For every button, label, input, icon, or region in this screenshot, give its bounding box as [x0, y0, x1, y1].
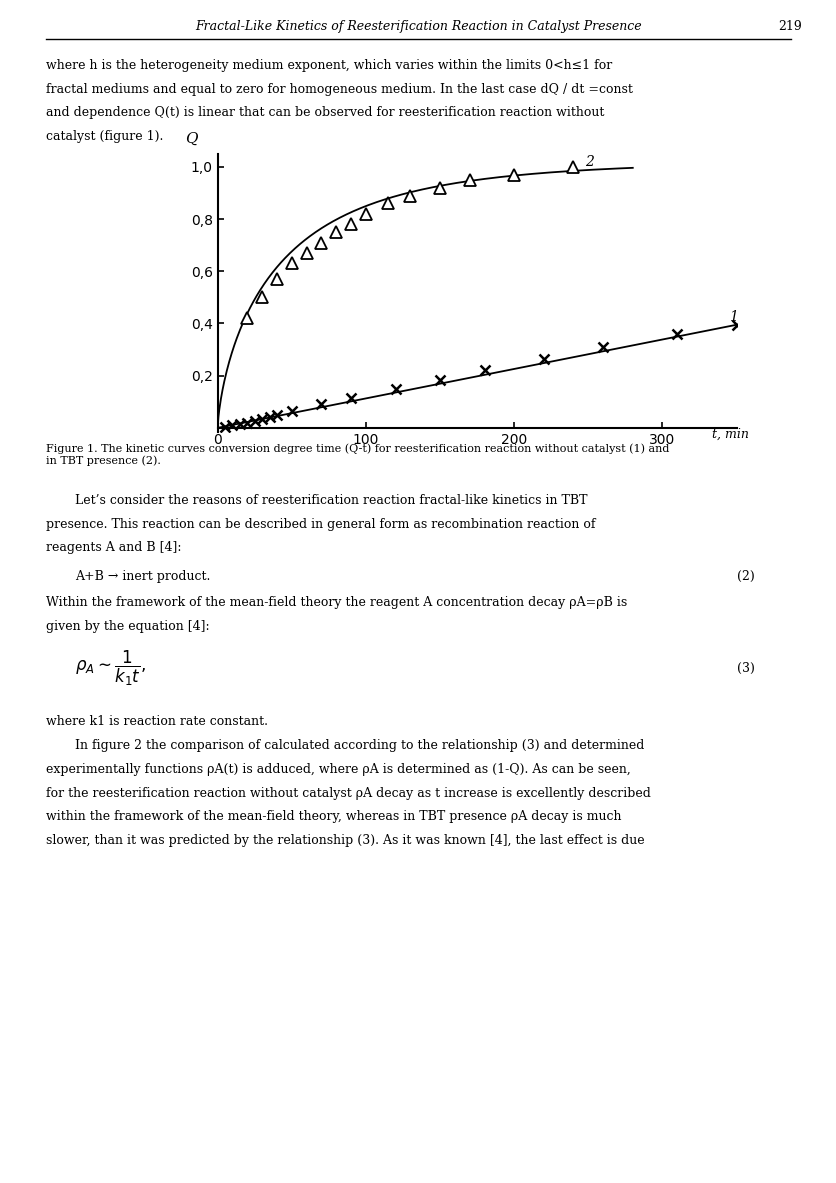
Text: for the reesterification reaction without catalyst ρA decay as t increase is exc: for the reesterification reaction withou…: [46, 787, 650, 800]
Text: presence. This reaction can be described in general form as recombination reacti: presence. This reaction can be described…: [46, 518, 595, 531]
Text: reagents A and B [4]:: reagents A and B [4]:: [46, 541, 181, 554]
Text: 219: 219: [777, 20, 801, 33]
Text: A+B → inert product.: A+B → inert product.: [75, 570, 211, 583]
Text: Figure 1. The kinetic curves conversion degree time (Q-t) for reesterification r: Figure 1. The kinetic curves conversion …: [46, 444, 669, 466]
Text: and dependence Q(t) is linear that can be observed for reesterification reaction: and dependence Q(t) is linear that can b…: [46, 106, 604, 119]
Text: Q: Q: [185, 132, 197, 146]
Text: 2: 2: [584, 155, 594, 169]
Text: $\rho_A \sim \dfrac{1}{k_1 t},$: $\rho_A \sim \dfrac{1}{k_1 t},$: [75, 648, 146, 689]
Text: where h is the heterogeneity medium exponent, which varies within the limits 0<h: where h is the heterogeneity medium expo…: [46, 59, 612, 72]
Text: slower, than it was predicted by the relationship (3). As it was known [4], the : slower, than it was predicted by the rel…: [46, 834, 644, 847]
Text: (2): (2): [736, 570, 753, 583]
Text: In figure 2 the comparison of calculated according to the relationship (3) and d: In figure 2 the comparison of calculated…: [75, 739, 644, 752]
Text: catalyst (figure 1).: catalyst (figure 1).: [46, 130, 163, 143]
Text: Within the framework of the mean-field theory the reagent A concentration decay : Within the framework of the mean-field t…: [46, 596, 626, 609]
Text: experimentally functions ρA(t) is adduced, where ρA is determined as (1-Q). As c: experimentally functions ρA(t) is adduce…: [46, 763, 630, 776]
Text: fractal mediums and equal to zero for homogeneous medium. In the last case dQ / : fractal mediums and equal to zero for ho…: [46, 83, 632, 96]
Text: Let’s consider the reasons of reesterification reaction fractal-like kinetics in: Let’s consider the reasons of reesterifi…: [75, 494, 587, 508]
Text: given by the equation [4]:: given by the equation [4]:: [46, 620, 209, 633]
Text: (3): (3): [736, 662, 753, 674]
Text: Fractal-Like Kinetics of Reesterification Reaction in Catalyst Presence: Fractal-Like Kinetics of Reesterificatio…: [195, 20, 641, 33]
Text: where k1 is reaction rate constant.: where k1 is reaction rate constant.: [46, 715, 268, 728]
Text: within the framework of the mean-field theory, whereas in TBT presence ρA decay : within the framework of the mean-field t…: [46, 810, 621, 823]
Text: 1: 1: [728, 310, 737, 324]
Text: t, min: t, min: [711, 428, 748, 441]
